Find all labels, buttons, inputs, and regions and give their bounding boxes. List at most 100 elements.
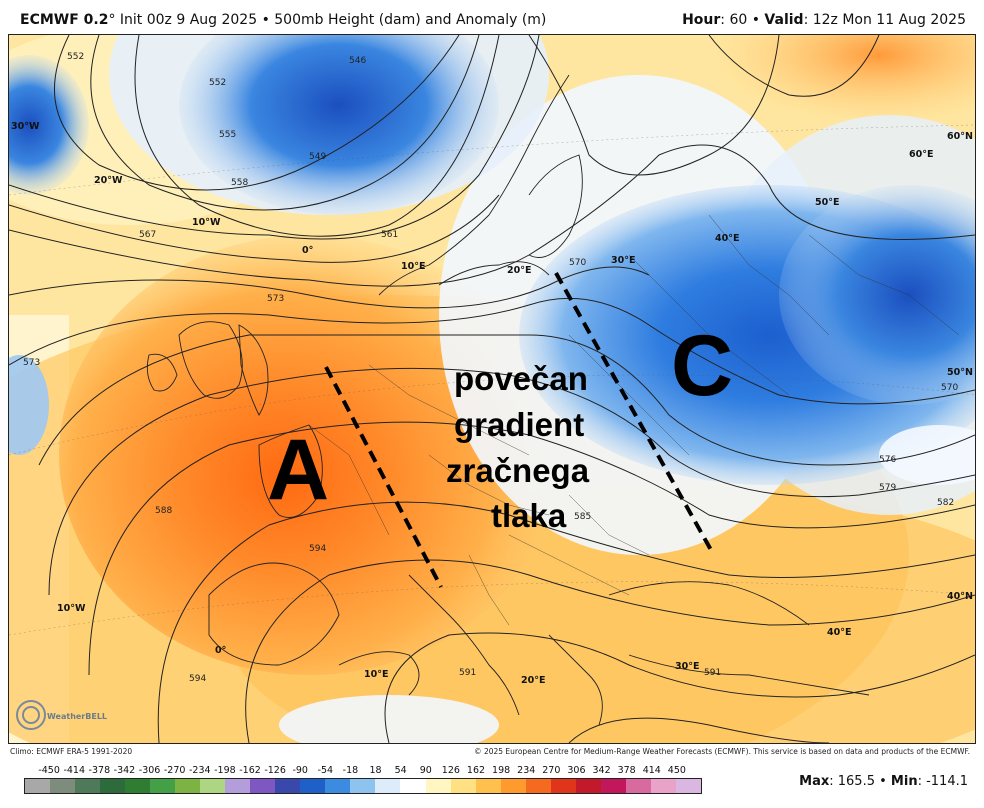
contour-label: 552 — [209, 78, 226, 88]
colorbar-swatch — [200, 779, 226, 793]
colorbar-swatch — [600, 779, 626, 793]
colorbar-tick: 198 — [492, 765, 511, 776]
contour-label: 558 — [231, 178, 248, 188]
header-title: ECMWF 0.2° Init 00z 9 Aug 2025 • 500mb H… — [20, 12, 546, 28]
valid-label: Valid — [764, 12, 804, 28]
annotation-line: zračnega — [446, 452, 590, 489]
colorbar-swatch — [125, 779, 151, 793]
header-valid: Hour: 60 • Valid: 12z Mon 11 Aug 2025 — [682, 12, 966, 28]
longitude-label: 10°W — [57, 603, 86, 614]
copyright-note: © 2025 European Centre for Medium-Range … — [474, 747, 970, 756]
colorbar-ticks: -450 -414 -378 -342 -306 -270 -234 -198 -162 -126… — [18, 765, 708, 777]
hour-label: Hour — [682, 12, 721, 28]
colorbar-swatch — [650, 779, 676, 793]
weatherbell-logo: WeatherBELL — [16, 700, 107, 730]
colorbar-swatch — [350, 779, 376, 793]
header: ECMWF 0.2° Init 00z 9 Aug 2025 • 500mb H… — [0, 0, 984, 34]
colorbar-tick: 18 — [369, 765, 382, 776]
colorbar-tick: -306 — [138, 765, 161, 776]
gradient-lines — [324, 272, 713, 588]
colorbar-swatch — [400, 779, 426, 793]
longitude-label: 30°E — [675, 661, 699, 672]
annotation-line: gradient — [454, 406, 584, 443]
colorbar-tick: -54 — [317, 765, 334, 776]
contour-label: 591 — [459, 668, 476, 678]
model-name: ECMWF 0.2 — [20, 12, 109, 28]
init-info: ° Init 00z 9 Aug 2025 • 500mb Height (da… — [108, 12, 547, 28]
colorbar-swatch — [275, 779, 301, 793]
latitude-label: 50°N — [947, 367, 973, 378]
colorbar-swatch — [575, 779, 601, 793]
colorbar-swatch — [25, 779, 51, 793]
colorbar-tick: -234 — [188, 765, 211, 776]
annotation-line: povečan — [454, 360, 588, 397]
colorbar-tick: -90 — [292, 765, 308, 776]
contour-label: 561 — [381, 230, 398, 240]
colorbar-swatch — [100, 779, 126, 793]
trough-axis-line — [554, 272, 713, 551]
low-pressure-label: C — [671, 318, 733, 414]
colorbar-swatch — [150, 779, 176, 793]
longitude-label: 0° — [215, 645, 226, 656]
contour-label: 594 — [189, 674, 206, 684]
colorbar-tick: 126 — [441, 765, 460, 776]
colorbar-tick: 342 — [592, 765, 611, 776]
colorbar-tick: 378 — [617, 765, 636, 776]
contour-label: 549 — [309, 152, 326, 162]
contour-label: 552 — [67, 52, 84, 62]
annotation-line: tlaka — [491, 497, 567, 534]
contour-label: 585 — [574, 512, 591, 522]
colorbar-tick: -414 — [63, 765, 85, 776]
colorbar-tick: -162 — [239, 765, 261, 776]
colorbar-swatch — [475, 779, 501, 793]
contour-label: 570 — [941, 383, 958, 393]
contour-label: 594 — [309, 544, 326, 554]
colorbar-swatch — [225, 779, 251, 793]
colorbar-swatch — [675, 779, 701, 793]
colorbar-swatch — [550, 779, 576, 793]
gradient-annotation: povečan gradient zračnega tlaka — [446, 360, 590, 534]
contour-label: 567 — [139, 230, 156, 240]
ridge-axis-line — [324, 366, 443, 588]
colorbar-swatch — [375, 779, 401, 793]
map-svg: 552 546 549 552 555 558 561 567 570 573 … — [9, 35, 975, 743]
longitude-label: 50°E — [815, 197, 839, 208]
contour-label: 582 — [937, 498, 954, 508]
colorbar-tick: 414 — [642, 765, 661, 776]
colorbar-tick: -198 — [214, 765, 236, 776]
contour-label: 579 — [879, 483, 896, 493]
colorbar-swatch — [300, 779, 326, 793]
longitude-label: 20°W — [94, 175, 123, 186]
colorbar-tick: -450 — [38, 765, 60, 776]
contour-label: 588 — [155, 506, 172, 516]
colorbar-tick: 234 — [517, 765, 536, 776]
longitude-label: 10°W — [192, 217, 221, 228]
colorbar-swatch — [625, 779, 651, 793]
contour-label: 555 — [219, 130, 236, 140]
colorbar-tick: 54 — [394, 765, 407, 776]
colorbar-tick: -342 — [113, 765, 136, 776]
colorbar-tick: -270 — [163, 765, 186, 776]
climo-note: Climo: ECMWF ERA-5 1991-2020 — [10, 747, 133, 756]
longitude-label: 10°E — [364, 669, 388, 680]
country-borders — [308, 214, 960, 626]
colorbar-tick: 450 — [667, 765, 686, 776]
longitude-label: 30°E — [611, 255, 635, 266]
contour-labels: 552 546 549 552 555 558 561 567 570 573 … — [23, 52, 958, 684]
max-value: : 165.5 • — [829, 774, 891, 789]
longitude-label: 40°E — [715, 233, 739, 244]
contour-label: 546 — [349, 56, 366, 66]
colorbar-swatch — [500, 779, 526, 793]
graticule-labels: 30°W 20°W 10°W 0° 10°E 20°E 30°E 40°E 50… — [11, 121, 973, 686]
contour-label: 573 — [267, 294, 284, 304]
longitude-label: 30°W — [11, 121, 40, 132]
longitude-label: 40°E — [827, 627, 851, 638]
contour-label: 573 — [23, 358, 40, 368]
colorbar-tick: 90 — [419, 765, 432, 776]
max-min-readout: Max: 165.5 • Min: -114.1 — [799, 774, 968, 789]
colorbar-swatch — [525, 779, 551, 793]
contour-label: 570 — [569, 258, 586, 268]
colorbar-tick: 306 — [567, 765, 586, 776]
logo-text: WeatherBELL — [47, 712, 107, 721]
colorbar-tick: -378 — [88, 765, 111, 776]
